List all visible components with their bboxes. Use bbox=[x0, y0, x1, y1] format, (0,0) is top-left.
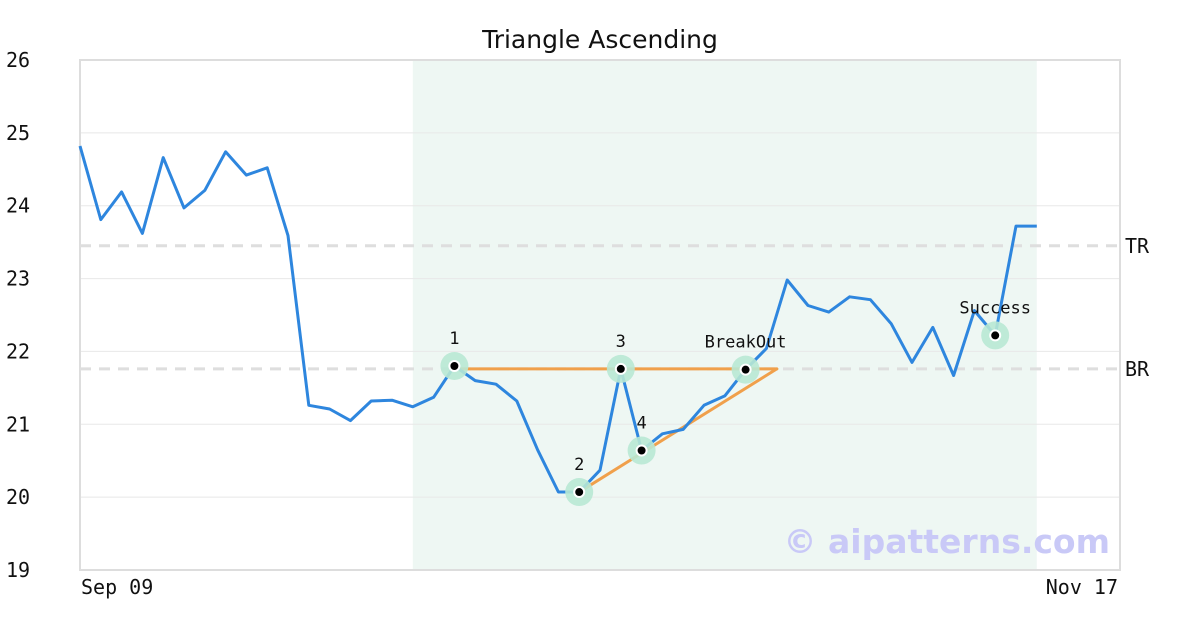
point-label-1: 1 bbox=[449, 329, 459, 349]
y-axis-ticks: 19 20 21 22 23 24 25 26 bbox=[6, 48, 30, 582]
point-marker-success bbox=[989, 329, 1002, 342]
y-tick-20: 20 bbox=[6, 485, 30, 509]
y-tick-19: 19 bbox=[6, 558, 30, 582]
chart-title: Triangle Ascending bbox=[481, 25, 718, 54]
point-marker-2 bbox=[573, 486, 586, 499]
y-tick-25: 25 bbox=[6, 121, 30, 145]
watermark: © aipatterns.com bbox=[784, 522, 1110, 561]
point-label-3: 3 bbox=[616, 332, 626, 352]
x-tick-end: Nov 17 bbox=[1046, 575, 1118, 599]
x-tick-start: Sep 09 bbox=[81, 575, 153, 599]
pattern-points: 1 2 3 4 BreakOut Success bbox=[440, 298, 1031, 507]
y-tick-22: 22 bbox=[6, 339, 30, 363]
pattern-zone bbox=[412, 60, 1037, 570]
gridlines bbox=[80, 132, 1120, 498]
y-tick-26: 26 bbox=[6, 48, 30, 72]
y-tick-24: 24 bbox=[6, 194, 30, 218]
plot-frame bbox=[79, 59, 1121, 571]
y-tick-23: 23 bbox=[6, 267, 30, 291]
point-label-4: 4 bbox=[636, 414, 646, 434]
level-label-br: BR bbox=[1125, 357, 1150, 381]
y-tick-21: 21 bbox=[6, 412, 30, 436]
pattern-zone-layer bbox=[412, 60, 1037, 570]
point-label-2: 2 bbox=[574, 455, 584, 475]
point-label-success: Success bbox=[959, 298, 1031, 318]
point-label-breakout: BreakOut bbox=[705, 333, 787, 353]
series-line-1 bbox=[78, 145, 1037, 494]
level-label-tr: TR bbox=[1125, 234, 1150, 258]
point-marker-3 bbox=[614, 362, 627, 375]
point-marker-1 bbox=[448, 360, 461, 372]
price-series bbox=[78, 145, 1037, 494]
point-marker-breakout bbox=[739, 363, 752, 376]
point-marker-4 bbox=[635, 444, 648, 457]
